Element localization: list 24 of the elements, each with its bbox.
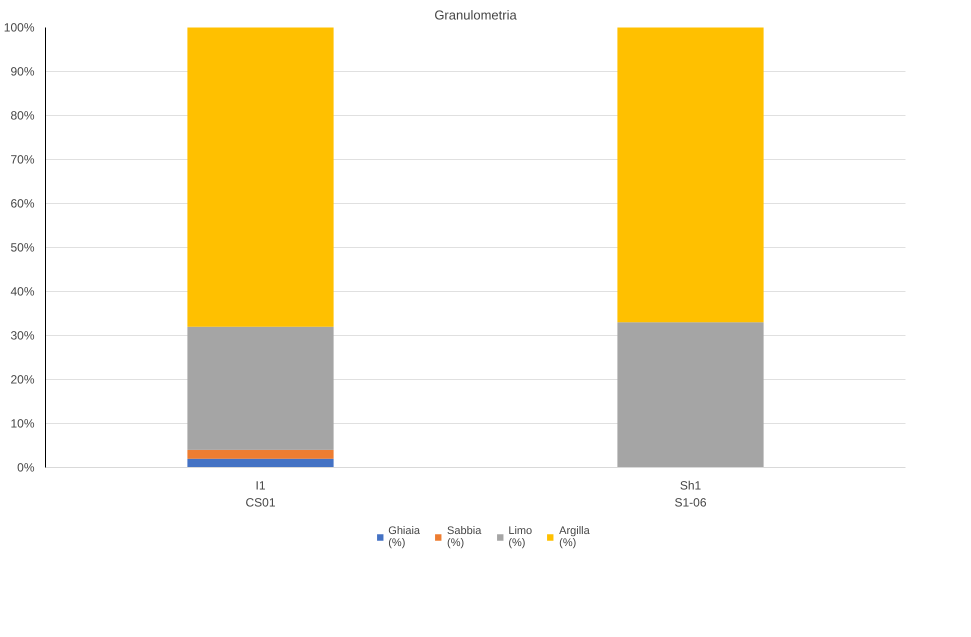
y-tick-label: 50%: [10, 240, 35, 254]
y-tick-label: 40%: [10, 284, 35, 298]
legend-label: Sabbia (%): [447, 525, 482, 549]
y-tick-label: 60%: [10, 196, 35, 210]
bar: [187, 458, 334, 468]
y-tick-label: 30%: [10, 328, 35, 342]
y-tick-label: 80%: [10, 108, 35, 122]
legend-label: Ghiaia (%): [388, 525, 420, 549]
legend-label: Argilla (%): [559, 525, 590, 549]
bar: [187, 326, 334, 450]
bar: [187, 450, 334, 459]
y-tick-label: 100%: [4, 20, 35, 34]
y-tick-label: 10%: [10, 416, 35, 430]
y-tick-label: 0%: [17, 460, 35, 474]
y-tick-label: 90%: [10, 64, 35, 78]
y-tick-label: 70%: [10, 152, 35, 166]
bar: [617, 28, 764, 322]
y-tick-label: 20%: [10, 372, 35, 386]
bar: [617, 322, 764, 468]
x-tick-label: Sh1 S1-06: [674, 478, 707, 510]
bar: [187, 28, 334, 327]
legend-label: Limo (%): [508, 525, 532, 549]
x-tick-label: I1 CS01: [245, 478, 276, 510]
chart-title: Granulometria: [434, 8, 518, 22]
